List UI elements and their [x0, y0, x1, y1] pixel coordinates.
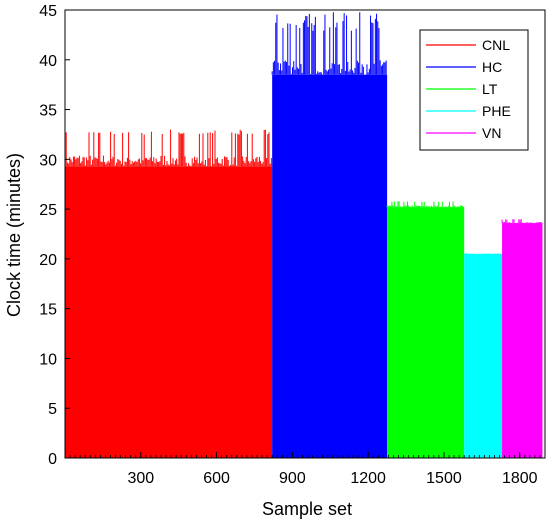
y-tick-label: 30	[39, 152, 57, 169]
bar-cnl	[65, 166, 273, 458]
plot-frame	[64, 9, 546, 459]
y-tick-label: 40	[39, 53, 57, 70]
y-tick-label: 0	[48, 451, 57, 468]
y-axis-label: Clock time (minutes)	[4, 153, 24, 317]
bar-vn	[502, 223, 543, 458]
bar-series-cnl	[64, 129, 273, 458]
y-tick-label: 25	[39, 202, 57, 219]
y-tick-label: 35	[39, 103, 57, 120]
bar-phe	[464, 253, 503, 458]
axes-group: 0 5 10 15 20 25 30 35 40 45 300 600 900 1200 1500 1800	[39, 3, 546, 487]
legend-label-phe: PHE	[482, 103, 511, 119]
bar-lt	[387, 207, 465, 458]
y-tick-label: 20	[39, 252, 57, 269]
legend-box	[419, 29, 529, 151]
bars-group	[64, 12, 543, 458]
legend-label-lt: LT	[482, 81, 498, 97]
x-tick-label: 1200	[350, 470, 386, 487]
y-tick-label: 5	[48, 401, 57, 418]
bar-series-phe	[463, 252, 503, 458]
legend-label-vn: VN	[482, 125, 501, 141]
bar-series-vn	[501, 219, 543, 458]
x-tick-label: 1500	[426, 470, 462, 487]
x-tick-label: 1800	[502, 470, 538, 487]
bar-series-lt	[386, 201, 465, 458]
x-tick-label: 300	[127, 470, 154, 487]
y-tick-label: 10	[39, 351, 57, 368]
bar-series-hc	[271, 12, 388, 458]
legend: CNL HC LT PHE VN	[419, 29, 529, 151]
bar-hc	[272, 74, 388, 458]
y-tick-label: 15	[39, 302, 57, 319]
x-tick-label: 900	[279, 470, 306, 487]
legend-label-cnl: CNL	[482, 37, 510, 53]
legend-label-hc: HC	[482, 59, 502, 75]
x-tick-label: 600	[203, 470, 230, 487]
y-tick-label: 45	[39, 3, 57, 20]
x-axis-label: Sample set	[262, 499, 352, 519]
